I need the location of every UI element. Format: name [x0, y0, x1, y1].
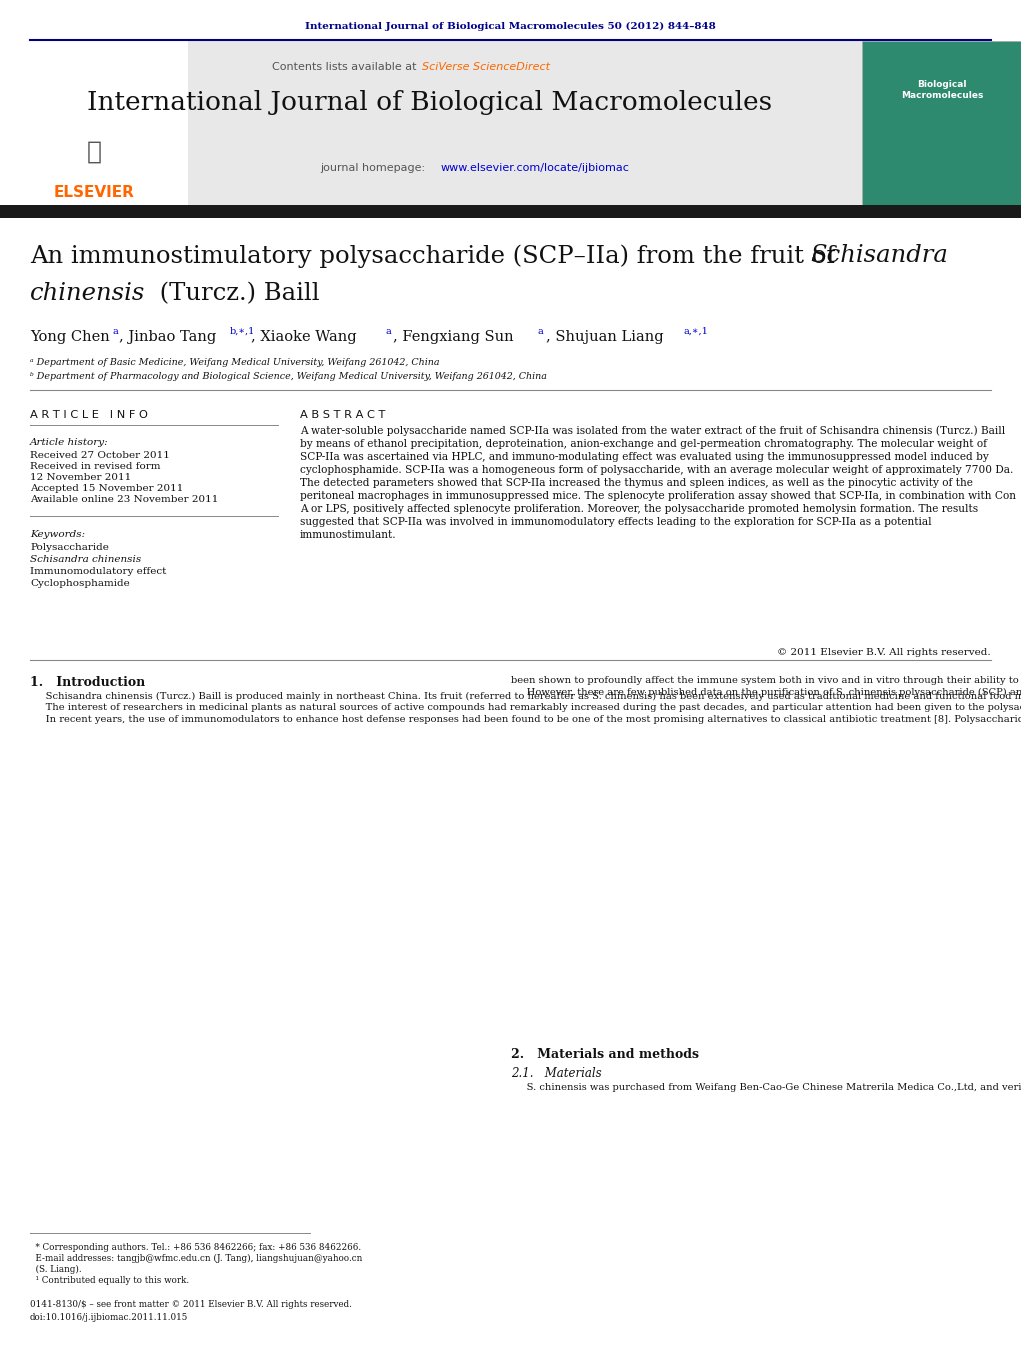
Text: Available online 23 November 2011: Available online 23 November 2011 — [30, 494, 218, 504]
Text: ᵇ Department of Pharmacology and Biological Science, Weifang Medical University,: ᵇ Department of Pharmacology and Biologi… — [30, 372, 547, 381]
Text: Keywords:: Keywords: — [30, 530, 85, 539]
Text: Schisandra chinensis: Schisandra chinensis — [30, 555, 141, 563]
Text: * Corresponding authors. Tel.: +86 536 8462266; fax: +86 536 8462266.: * Corresponding authors. Tel.: +86 536 8… — [30, 1243, 361, 1252]
Text: 12 November 2011: 12 November 2011 — [30, 473, 132, 482]
Text: b,∗,1: b,∗,1 — [230, 327, 255, 336]
Text: (S. Liang).: (S. Liang). — [30, 1265, 82, 1274]
Text: Accepted 15 November 2011: Accepted 15 November 2011 — [30, 484, 184, 493]
FancyBboxPatch shape — [862, 41, 1021, 205]
Text: Schisandra: Schisandra — [810, 245, 947, 267]
Text: A R T I C L E   I N F O: A R T I C L E I N F O — [30, 409, 148, 420]
Text: Yong Chen: Yong Chen — [30, 330, 109, 345]
Text: , Fengxiang Sun: , Fengxiang Sun — [393, 330, 514, 345]
Text: a,∗,1: a,∗,1 — [684, 327, 709, 336]
Text: a: a — [112, 327, 117, 336]
Text: Article history:: Article history: — [30, 438, 108, 447]
Text: Received in revised form: Received in revised form — [30, 462, 160, 471]
FancyBboxPatch shape — [0, 41, 862, 205]
Text: , Jinbao Tang: , Jinbao Tang — [119, 330, 216, 345]
Text: a: a — [538, 327, 544, 336]
Text: Schisandra chinensis (Turcz.) Baill is produced mainly in northeast China. Its f: Schisandra chinensis (Turcz.) Baill is p… — [30, 692, 1021, 724]
Text: a: a — [385, 327, 391, 336]
Text: 2.   Materials and methods: 2. Materials and methods — [510, 1048, 699, 1061]
Text: International Journal of Biological Macromolecules 50 (2012) 844–848: International Journal of Biological Macr… — [305, 22, 716, 31]
Text: Biological
Macromolecules: Biological Macromolecules — [901, 80, 983, 100]
Text: Received 27 October 2011: Received 27 October 2011 — [30, 451, 169, 459]
Text: Immunomodulatory effect: Immunomodulatory effect — [30, 567, 166, 576]
FancyBboxPatch shape — [0, 205, 1021, 218]
Text: A water-soluble polysaccharide named SCP-IIa was isolated from the water extract: A water-soluble polysaccharide named SCP… — [300, 426, 1016, 540]
Text: © 2011 Elsevier B.V. All rights reserved.: © 2011 Elsevier B.V. All rights reserved… — [777, 648, 991, 657]
Text: , Shujuan Liang: , Shujuan Liang — [546, 330, 664, 345]
Text: An immunostimulatory polysaccharide (SCP–IIa) from the fruit of: An immunostimulatory polysaccharide (SCP… — [30, 245, 843, 267]
Text: 1.   Introduction: 1. Introduction — [30, 676, 145, 689]
Text: www.elsevier.com/locate/ijbiomac: www.elsevier.com/locate/ijbiomac — [441, 163, 630, 173]
Text: Polysaccharide: Polysaccharide — [30, 543, 109, 553]
Text: Cyclophosphamide: Cyclophosphamide — [30, 580, 130, 588]
Text: Contents lists available at: Contents lists available at — [272, 62, 420, 72]
Text: ELSEVIER: ELSEVIER — [53, 185, 135, 200]
Text: ¹ Contributed equally to this work.: ¹ Contributed equally to this work. — [30, 1275, 189, 1285]
Text: International Journal of Biological Macromolecules: International Journal of Biological Macr… — [88, 91, 773, 115]
Text: doi:10.1016/j.ijbiomac.2011.11.015: doi:10.1016/j.ijbiomac.2011.11.015 — [30, 1313, 188, 1323]
Text: , Xiaoke Wang: , Xiaoke Wang — [251, 330, 356, 345]
Text: 2.1.   Materials: 2.1. Materials — [510, 1067, 601, 1079]
Text: ᵃ Department of Basic Medicine, Weifang Medical University, Weifang 261042, Chin: ᵃ Department of Basic Medicine, Weifang … — [30, 358, 439, 367]
Text: chinensis: chinensis — [30, 282, 145, 305]
Text: 0141-8130/$ – see front matter © 2011 Elsevier B.V. All rights reserved.: 0141-8130/$ – see front matter © 2011 El… — [30, 1300, 352, 1309]
Text: S. chinensis was purchased from Weifang Ben-Cao-Ge Chinese Matrerila Medica Co.,: S. chinensis was purchased from Weifang … — [510, 1084, 1021, 1092]
Text: SciVerse ScienceDirect: SciVerse ScienceDirect — [422, 62, 550, 72]
Text: journal homepage:: journal homepage: — [320, 163, 429, 173]
Text: 🌳: 🌳 — [87, 141, 101, 163]
Text: been shown to profoundly affect the immune system both in vivo and in vitro thro: been shown to profoundly affect the immu… — [510, 676, 1021, 697]
Text: A B S T R A C T: A B S T R A C T — [300, 409, 385, 420]
FancyBboxPatch shape — [0, 41, 188, 205]
Text: E-mail addresses: tangjb@wfmc.edu.cn (J. Tang), liangshujuan@yahoo.cn: E-mail addresses: tangjb@wfmc.edu.cn (J.… — [30, 1254, 362, 1263]
Text: (Turcz.) Baill: (Turcz.) Baill — [152, 282, 320, 305]
